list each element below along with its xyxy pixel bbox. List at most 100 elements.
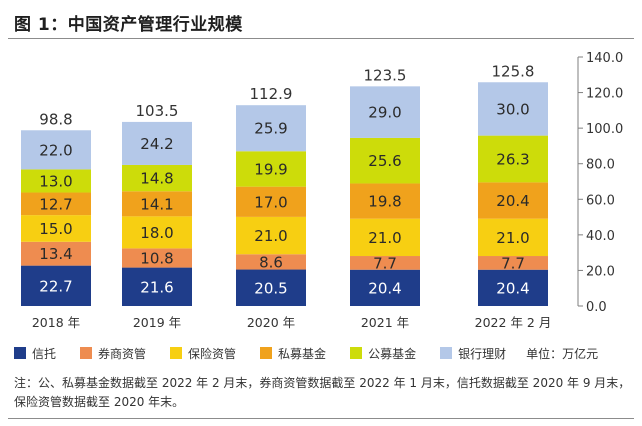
y-tick-label: 60.0 [586, 193, 615, 208]
legend-swatch [14, 347, 26, 359]
legend-swatch [440, 347, 453, 359]
bottom-divider [8, 418, 634, 419]
legend-entry: 银行理财 [440, 345, 506, 362]
segment-value-label: 25.6 [368, 152, 401, 170]
segment-value-label: 20.4 [496, 279, 529, 297]
bar-segment [350, 256, 420, 270]
bar-segment [478, 135, 548, 183]
segment-value-label: 25.9 [254, 120, 287, 138]
legend-label: 私募基金 [278, 346, 327, 361]
bar-segment [21, 130, 91, 170]
legend-swatch [80, 347, 93, 359]
segment-value-label: 18.0 [140, 224, 173, 242]
bar-segment [122, 248, 192, 268]
bar-segment [236, 216, 306, 255]
y-tick-label: 80.0 [586, 158, 615, 173]
bar-segment [21, 265, 91, 306]
segment-value-label: 22.0 [39, 141, 72, 159]
bar-segment [122, 121, 192, 165]
segment-value-label: 30.0 [496, 100, 529, 118]
x-tick-label: 2022 年 2 月 [475, 315, 552, 330]
segment-value-label: 22.7 [39, 277, 72, 295]
segment-value-label: 21.0 [254, 227, 287, 245]
unit-label: 单位：万亿元 [526, 346, 599, 361]
x-axis-labels: 2018 年 2019 年 2020 年 2021 年 2022 年 2 月 [32, 315, 551, 330]
legend-label: 信托 [32, 346, 57, 361]
bar-segment [21, 241, 91, 266]
bar-total-label: 112.9 [250, 85, 293, 103]
bar-segment [122, 216, 192, 249]
segment-value-label: 21.0 [496, 229, 529, 247]
bar-segment [21, 215, 91, 242]
legend-label: 券商资管 [98, 346, 147, 361]
segment-value-label: 20.4 [496, 192, 529, 210]
bar-segment [350, 137, 420, 184]
bar-segment [350, 183, 420, 219]
bar-segment [236, 269, 306, 306]
segment-value-label: 7.7 [373, 254, 397, 272]
y-axis: 0.0 20.0 40.0 60.0 80.0 100.0 120.0 140.0 [577, 51, 623, 315]
bar-segment [478, 182, 548, 219]
y-tick-label: 120.0 [586, 87, 623, 102]
bar-total-label: 125.8 [492, 62, 535, 80]
bar-segment [122, 164, 192, 192]
bar-segment [122, 267, 192, 306]
y-tick-label: 40.0 [586, 229, 615, 244]
segment-value-label: 26.3 [496, 151, 529, 169]
title-divider [8, 38, 634, 39]
bar-segment [236, 186, 306, 217]
bar-segment [478, 256, 548, 270]
bar-segment [478, 82, 548, 136]
bar-total-label: 103.5 [136, 102, 179, 120]
bar-segment [478, 269, 548, 306]
legend-entry: 券商资管 [80, 345, 146, 362]
bar-segment [236, 151, 306, 187]
chart-title: 图 1：中国资产管理行业规模 [14, 15, 243, 35]
legend-swatch [260, 347, 273, 359]
legend-label: 保险资管 [188, 346, 237, 361]
bar-segment [21, 192, 91, 216]
bar-total-label: 123.5 [364, 66, 407, 84]
bar-segment [350, 269, 420, 306]
segment-value-label: 29.0 [368, 104, 401, 122]
segment-value-label: 10.8 [140, 249, 173, 267]
bar-segment [236, 254, 306, 270]
y-tick-label: 0.0 [586, 300, 607, 315]
x-tick-label: 2018 年 [32, 315, 80, 330]
bar-segment [350, 218, 420, 257]
segment-value-label: 13.4 [39, 245, 72, 263]
segment-value-label: 7.7 [501, 254, 525, 272]
legend-label: 公募基金 [368, 346, 417, 361]
segment-value-label: 15.0 [39, 220, 72, 238]
bars-layer [21, 82, 548, 306]
bar-segment [350, 86, 420, 138]
segment-value-label: 21.0 [368, 229, 401, 247]
y-tick-label: 140.0 [586, 51, 623, 66]
segment-value-label: 19.8 [368, 193, 401, 211]
legend-swatch [170, 347, 183, 359]
y-tick-label: 20.0 [586, 264, 615, 279]
bar-segment [478, 218, 548, 257]
x-tick-label: 2020 年 [247, 315, 295, 330]
bar-segment [122, 191, 192, 217]
x-tick-label: 2021 年 [361, 315, 409, 330]
segment-value-label: 20.5 [254, 279, 287, 297]
segment-value-label: 20.4 [368, 279, 401, 297]
legend-swatch [350, 347, 363, 359]
bar-segment [21, 169, 91, 193]
legend-entry: 私募基金 [260, 345, 326, 362]
legend-entry: 信托 [14, 345, 56, 362]
segment-value-label: 21.6 [140, 278, 173, 296]
segment-value-label: 13.0 [39, 172, 72, 190]
segment-value-label: 8.6 [259, 253, 283, 271]
bar-total-label: 98.8 [39, 110, 72, 128]
legend-label: 银行理财 [458, 346, 507, 361]
legend: 信托 券商资管 保险资管 私募基金 公募基金 银行理财 单位：万亿元 [14, 344, 634, 362]
bar-segment [236, 105, 306, 152]
legend-entry: 保险资管 [170, 345, 236, 362]
segment-value-label: 14.8 [140, 170, 173, 188]
segment-value-label: 17.0 [254, 193, 287, 211]
labels-layer: 22.7 13.4 15.0 12.7 13.0 22.0 98.8 21.6 10.8 18.0… [39, 62, 534, 297]
segment-value-label: 14.1 [140, 195, 173, 213]
